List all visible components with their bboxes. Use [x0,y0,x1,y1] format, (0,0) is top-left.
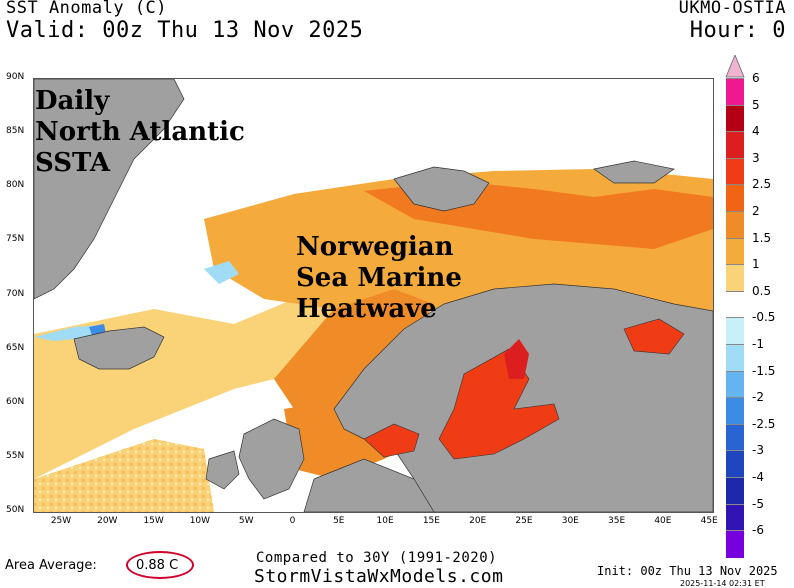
colorbar-cell [726,344,744,372]
colorbar-cell [726,477,744,505]
annotation-line: Norwegian [296,232,454,262]
colorbar-label: 1.5 [752,230,772,245]
colorbar-cell [726,450,744,478]
colorbar-label: -1 [752,337,764,351]
colorbar-label: 2.5 [752,177,772,192]
colorbar-label: -0.5 [752,310,776,325]
colorbar-label: 6 [752,71,760,85]
greenland [34,79,185,300]
anomaly-south-atlantic [34,439,214,512]
colorbar-label: 0.5 [752,283,772,298]
longitude-label: 20W [97,516,118,526]
longitude-label: 15E [422,516,440,526]
annotation-line: North Atlantic [35,117,245,147]
baltic-sea [438,348,560,460]
colorbar-cell [726,157,744,186]
colorbar-cell [726,370,744,399]
colorbar-label: -5 [752,496,764,511]
colorbar-cell [726,131,744,159]
init-time: Init: 00z Thu 13 Nov 2025 [597,564,778,578]
chart-title: SST Anomaly (C) [6,0,168,18]
latitude-label: 90N [6,72,25,82]
latitude-label: 55N [6,450,25,461]
area-average-label: Area Average: [5,558,97,573]
ireland [205,450,240,490]
anomaly-cold-iceland-core [89,324,106,335]
latitude-label: 85N [6,126,25,137]
longitude-label: 10E [376,516,394,526]
valid-time: Valid: 00z Thu 13 Nov 2025 [6,18,364,43]
colorbar-cell [726,290,744,319]
longitude-label: 20E [469,516,487,526]
white-sea [623,318,685,355]
colorbar-cell [726,184,744,212]
skagerrak [363,423,420,458]
colorbar-label: -1.5 [752,363,776,378]
colorbar-cell [726,397,744,425]
climatology-baseline: Compared to 30Y (1991-2020) [256,550,498,566]
latitude-label: 80N [6,180,25,191]
longitude-label: 45E [700,516,718,526]
colorbar-cell [726,104,744,133]
anomaly-cold-jan-mayen [204,261,239,284]
colorbar-cell [726,264,744,292]
colorbar-label: -6 [752,523,764,538]
annotation-line: Sea Marine [296,263,462,293]
colorbar-label: 2 [752,204,760,218]
franz-josef [593,160,675,184]
longitude-label: 0 [289,516,296,526]
latitude-label: 60N [6,396,25,407]
colorbar-label: -3 [752,443,764,458]
colorbar-cell [726,503,744,532]
latitude-label: 70N [6,288,25,299]
longitude-label: 40E [654,516,672,526]
longitude-label: 10W [189,516,211,526]
colorbar-cell [726,211,744,239]
anomaly-norwegian-sea [274,289,434,424]
colorbar-cell [726,317,744,345]
british-isles [238,418,305,500]
annotation-daily-ssta: Daily North Atlantic SSTA [35,86,245,179]
colorbar-label: -2.5 [752,416,776,431]
colorbar-cell [726,530,744,558]
annotation-heatwave: Norwegian Sea Marine Heatwave [296,232,462,325]
annotation-line: Heatwave [296,294,437,324]
colorbar-label: 1 [752,257,760,272]
longitude-label: 35E [608,516,626,526]
colorbar-label: -4 [752,470,764,484]
highlight-circle [126,551,194,579]
map-canvas [34,79,713,512]
colorbar-cell [726,78,744,106]
longitude-label: 25E [515,516,533,526]
colorbar-top-arrow [725,55,745,78]
data-source: UKMO-OSTIA [678,0,786,18]
site-credit: StormVistaWxModels.com [254,566,504,587]
longitude-label: 30E [561,516,579,526]
generated-timestamp: 2025-11-14 02:31 ET [680,579,765,588]
latitude-label: 75N [6,234,25,245]
longitude-label: 15W [143,516,164,526]
colorbar-cell [726,237,744,266]
latitude-label: 50N [6,505,25,515]
colorbar-label: 3 [752,150,760,165]
colorbar-cell [726,423,744,452]
svalbard [393,166,490,212]
colorbar-label: 5 [752,97,760,112]
colorbar-label: 4 [752,124,760,139]
annotation-line: Daily [35,86,110,116]
longitude-label: 5W [238,516,254,526]
iceland [73,326,165,370]
land-masses [34,79,713,512]
longitude-label: 5E [333,516,345,526]
colorbar-label: -2 [752,390,764,405]
forecast-hour: Hour: 0 [689,18,786,43]
latitude-label: 65N [6,342,25,353]
annotation-line: SSTA [35,148,111,178]
longitude-label: 25W [50,516,72,526]
bothnia-gulf [504,339,529,379]
sst-anomaly-map [33,78,714,513]
continent [303,458,435,512]
